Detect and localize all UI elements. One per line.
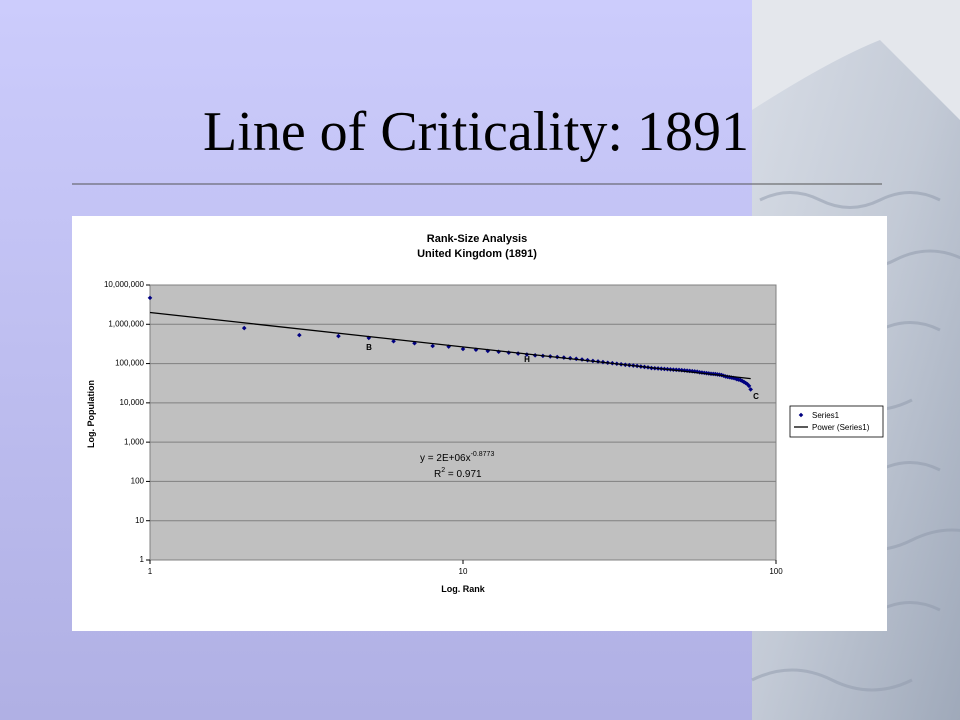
y-tick-label: 100 <box>131 477 145 486</box>
data-point <box>241 325 247 331</box>
data-point <box>366 335 372 341</box>
y-tick-label: 1,000,000 <box>108 319 144 328</box>
y-tick-label: 10 <box>135 516 144 525</box>
y-axis-label: Log. Population <box>86 380 96 448</box>
annotation: H <box>524 355 530 364</box>
data-point <box>460 346 466 352</box>
data-point <box>446 344 451 349</box>
data-point <box>692 369 698 374</box>
chart-title: Rank-Size Analysis <box>427 233 527 245</box>
y-tick-label: 10,000 <box>120 398 145 407</box>
y-tick-label: 10,000,000 <box>104 280 145 289</box>
x-tick-label: 10 <box>459 567 468 576</box>
annotation: B <box>366 343 372 352</box>
data-point <box>694 369 700 375</box>
r-squared-exponent: 2 <box>441 467 445 474</box>
data-point <box>746 383 752 389</box>
data-point <box>391 338 396 344</box>
slide-title: Line of Criticality: 1891 <box>203 101 749 163</box>
data-point <box>689 368 695 374</box>
x-tick-label: 1 <box>148 567 153 576</box>
x-tick-label: 100 <box>769 567 783 576</box>
legend-marker <box>798 412 804 418</box>
annotation: C <box>753 392 759 401</box>
legend-box <box>789 405 884 438</box>
data-point <box>297 332 302 338</box>
legend-label: Power (Series1) <box>812 423 870 432</box>
trend-line <box>149 311 751 380</box>
equation-base: y = 2E+06x <box>420 453 471 464</box>
chart-subtitle: United Kingdom (1891) <box>417 248 537 260</box>
trend-equation: y = 2E+06x-0.8773 <box>420 451 494 464</box>
legend-label: Series1 <box>812 411 840 420</box>
equation-exponent: -0.8773 <box>471 451 495 458</box>
y-tick-label: 1,000 <box>124 437 145 446</box>
data-point <box>336 333 341 339</box>
data-point <box>147 295 153 301</box>
y-tick-label: 100,000 <box>115 359 144 368</box>
data-point <box>748 387 753 392</box>
x-axis-label: Log. Rank <box>441 584 485 594</box>
y-tick-label: 1 <box>140 555 145 564</box>
r-squared-base: R <box>434 469 441 480</box>
r-squared-value: = 0.971 <box>445 469 482 480</box>
data-point <box>682 368 687 373</box>
data-point <box>741 379 747 385</box>
r-squared: R2 = 0.971 <box>434 467 482 480</box>
data-point <box>676 367 682 373</box>
data-point <box>430 343 435 349</box>
data-point <box>687 368 692 374</box>
